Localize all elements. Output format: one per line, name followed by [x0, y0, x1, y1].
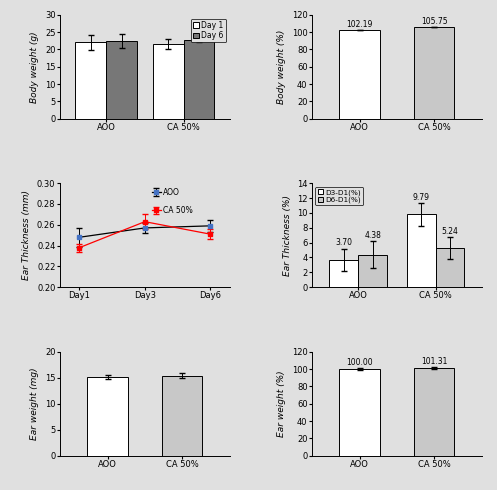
- Bar: [436, 248, 464, 287]
- Legend: Day 1, Day 6: Day 1, Day 6: [191, 19, 226, 42]
- Y-axis label: Ear Thickness (%): Ear Thickness (%): [282, 195, 292, 276]
- Text: 100.00: 100.00: [346, 359, 373, 368]
- Bar: [106, 41, 137, 119]
- Text: 5.24: 5.24: [441, 227, 458, 236]
- Bar: [414, 27, 454, 119]
- Text: 4.38: 4.38: [364, 231, 381, 240]
- Bar: [358, 255, 387, 287]
- Bar: [75, 43, 106, 119]
- Bar: [339, 30, 380, 119]
- Y-axis label: Body weight (g): Body weight (g): [30, 31, 39, 102]
- Y-axis label: Ear weight (%): Ear weight (%): [277, 370, 286, 437]
- Bar: [162, 376, 202, 456]
- Bar: [87, 377, 128, 456]
- Text: 105.75: 105.75: [421, 17, 447, 26]
- Y-axis label: Body weight (%): Body weight (%): [277, 29, 286, 104]
- Text: 102.19: 102.19: [346, 20, 373, 29]
- Text: 101.31: 101.31: [421, 357, 447, 366]
- Y-axis label: Ear Thickness (mm): Ear Thickness (mm): [22, 190, 31, 280]
- Bar: [339, 369, 380, 456]
- Text: 3.70: 3.70: [335, 239, 352, 247]
- Text: 9.79: 9.79: [413, 193, 430, 202]
- Bar: [153, 44, 183, 119]
- Legend: AOO, CA 50%: AOO, CA 50%: [149, 185, 196, 218]
- Y-axis label: Ear weight (mg): Ear weight (mg): [30, 368, 39, 440]
- Bar: [407, 215, 436, 287]
- Bar: [414, 368, 454, 456]
- Legend: D3-D1(%), D6-D1(%): D3-D1(%), D6-D1(%): [316, 187, 363, 205]
- Bar: [183, 40, 215, 119]
- Bar: [330, 260, 358, 287]
